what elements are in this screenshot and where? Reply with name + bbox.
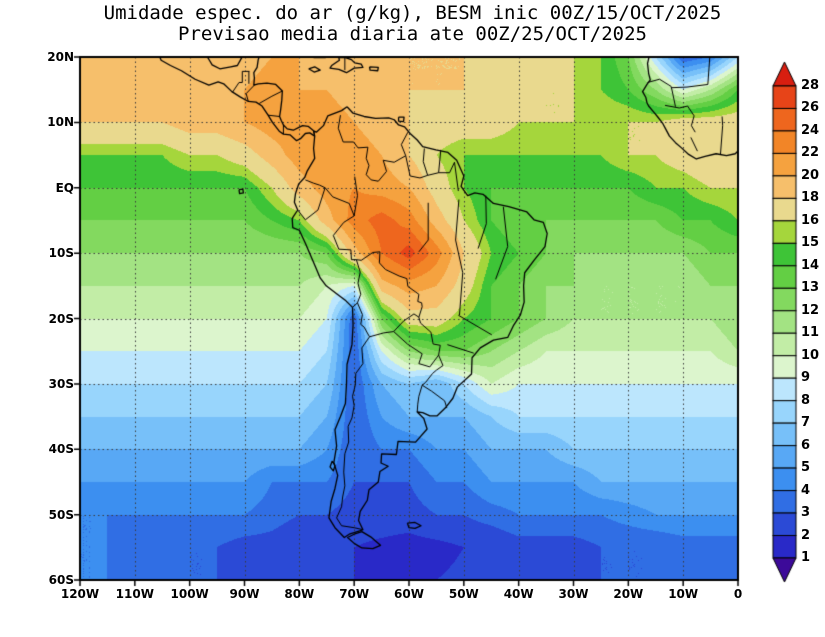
colorbar-tick-label: 18 (801, 190, 820, 206)
lat-tick-label: 40S (48, 442, 74, 457)
lat-tick-label: 10S (48, 246, 74, 261)
colorbar-tick-label: 16 (801, 212, 820, 228)
lon-tick-label: 10W (668, 587, 699, 601)
colorbar-tick-label: 14 (801, 257, 820, 273)
lon-tick-label: 120W (60, 587, 100, 601)
lon-tick-label: 20W (613, 587, 644, 601)
lon-tick-label: 40W (503, 587, 534, 601)
lon-tick-label: 30W (558, 587, 589, 601)
lat-tick-label: 10N (47, 115, 74, 130)
lat-tick-label: 20S (48, 311, 74, 326)
lon-tick-label: 70W (339, 587, 370, 601)
lat-tick-label: 60S (48, 573, 74, 587)
lon-tick-label: 110W (115, 587, 154, 601)
colorbar-tick-label: 20 (801, 167, 820, 183)
colorbar-tick-label: 6 (801, 437, 811, 453)
colorbar-tick-label: 24 (801, 122, 820, 138)
colorbar-tick-label: 12 (801, 302, 820, 318)
map-title-line1: Umidade espec. do ar (g/kg), BESM inic 0… (103, 2, 722, 24)
colorbar-tick-label: 26 (801, 100, 820, 116)
colorbar-tick-label: 13 (801, 280, 820, 296)
lon-tick-label: 90W (229, 587, 260, 601)
colorbar-tick-label: 28 (801, 78, 820, 93)
map-title: Umidade espec. do ar (g/kg), BESM inic 0… (0, 3, 825, 45)
colorbar-tick-label: 22 (801, 145, 820, 161)
colorbar-tick-label: 9 (801, 370, 811, 386)
colorbar-tick-label: 8 (801, 392, 811, 408)
colorbar-tick-label: 4 (801, 482, 811, 498)
colorbar-tick-label: 5 (801, 460, 811, 476)
colorbar-tick-label: 3 (801, 505, 811, 521)
lat-tick-label: EQ (55, 180, 74, 195)
lon-tick-label: 100W (170, 587, 209, 601)
lat-tick-label: 20N (47, 50, 74, 64)
colorbar-tick-label: 10 (801, 347, 820, 363)
lon-tick-label: 0 (733, 587, 743, 601)
lon-tick-label: 60W (394, 587, 424, 601)
map-title-line2: Previsao media diaria ate 00Z/25/OCT/202… (178, 23, 647, 45)
lon-tick-label: 80W (284, 587, 315, 601)
lat-tick-label: 50S (48, 507, 74, 522)
colorbar-tick-label: 11 (801, 325, 820, 341)
colorbar-tick-label: 1 (801, 550, 811, 565)
colorbar-tick-label: 15 (801, 235, 820, 251)
lon-tick-label: 50W (448, 587, 479, 601)
colorbar-tick-label: 2 (801, 527, 811, 543)
colorbar-tick-label: 7 (801, 415, 811, 431)
lat-tick-label: 30S (48, 376, 74, 391)
